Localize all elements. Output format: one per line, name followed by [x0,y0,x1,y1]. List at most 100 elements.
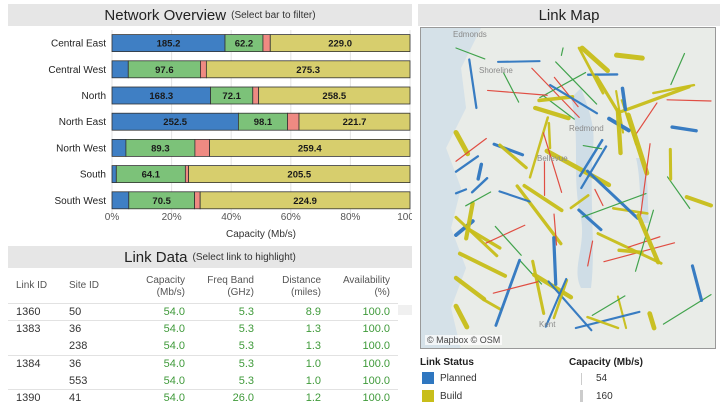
link-status-legend-title: Link Status [420,357,474,368]
table-scrollbar[interactable] [398,305,412,315]
capacity-legend-54: 54 [596,373,607,384]
x-tick-label: 60% [281,212,301,223]
x-tick-label: 100% [397,212,412,223]
col-distance-unit: (miles) [271,287,321,299]
network-overview-header: Network Overview (Select bar to filter) [8,4,412,26]
map-label-redmond: Redmond [569,124,604,133]
col-capacity[interactable]: Capacity (Mb/s) [133,275,185,299]
bar-segment[interactable] [112,61,128,78]
map-link[interactable] [554,238,556,285]
map-link[interactable] [618,110,621,153]
col-freq-band[interactable]: Freq Band (GHz) [198,275,254,299]
bar-value-label: 185.2 [157,39,181,50]
cell-availability: 100.0 [326,358,390,370]
capacity-legend-thick-line [580,390,583,402]
legend-planned-swatch[interactable] [422,372,434,384]
link-data-title: Link Data [124,249,187,266]
link-map[interactable]: Edmonds Shoreline Redmond Bellevue Kent … [420,27,716,349]
col-link-id[interactable]: Link ID [16,280,47,292]
cell-distance: 1.3 [271,323,321,335]
bar-segment[interactable] [288,113,300,130]
bar-value-label: 258.5 [322,91,346,102]
map-canvas[interactable] [421,28,716,349]
col-freq-label: Freq Band [198,275,254,287]
legend-planned-label[interactable]: Planned [440,373,477,384]
category-label[interactable]: South [80,170,106,181]
category-label[interactable]: North West [56,143,106,154]
legend-build-swatch[interactable] [422,390,434,402]
legend-build-label[interactable]: Build [440,391,462,402]
map-label-kent: Kent [539,320,555,329]
col-capacity-label: Capacity [133,275,185,287]
bar-value-label: 89.3 [151,143,170,154]
col-availability-label: Availability [326,275,390,287]
bar-value-label: 168.3 [149,91,173,102]
col-distance[interactable]: Distance (miles) [271,275,321,299]
category-label[interactable]: South West [54,196,106,207]
bar-segment[interactable] [112,166,116,183]
cell-capacity: 54.0 [133,392,185,404]
map-attribution[interactable]: © Mapbox © OSM [425,335,502,345]
cell-capacity: 54.0 [133,323,185,335]
bar-value-label: 64.1 [142,170,161,181]
cell-site-id: 553 [69,375,109,387]
cell-capacity: 54.0 [133,358,185,370]
col-site-id[interactable]: Site ID [69,280,99,292]
bar-segment[interactable] [263,35,270,52]
col-capacity-unit: (Mb/s) [133,287,185,299]
category-label[interactable]: Central East [51,39,106,50]
bar-value-label: 97.6 [155,65,174,76]
cell-site-id: 36 [69,323,109,335]
bar-segment[interactable] [195,139,210,156]
x-tick-label: 20% [162,212,182,223]
category-label[interactable]: Central West [48,65,106,76]
cell-link-id: 1384 [16,358,56,370]
cell-site-id: 238 [69,340,109,352]
bar-segment[interactable] [112,139,126,156]
link-data-subtitle: (Select link to highlight) [192,252,295,263]
bar-segment[interactable] [195,192,201,209]
cell-availability: 100.0 [326,306,390,318]
bar-value-label: 224.9 [293,196,317,207]
bar-segment[interactable] [253,87,259,104]
category-label[interactable]: North [82,91,106,102]
map-link[interactable] [619,250,642,252]
x-tick-label: 80% [340,212,360,223]
bar-value-label: 72.1 [222,91,241,102]
col-freq-unit: (GHz) [198,287,254,299]
col-availability[interactable]: Availability (%) [326,275,390,299]
cell-freq-band: 5.3 [198,375,254,387]
bar-value-label: 252.5 [163,117,187,128]
link-map-header: Link Map [418,4,720,26]
link-data-table: Link ID Site ID Capacity (Mb/s) Freq Ban… [8,271,412,406]
bar-value-label: 229.0 [328,39,352,50]
col-distance-label: Distance [271,275,321,287]
cell-availability: 100.0 [326,340,390,352]
link-map-title: Link Map [539,7,600,24]
cell-link-id: 1360 [16,306,56,318]
map-link[interactable] [498,61,540,62]
map-link[interactable] [617,55,643,58]
category-label[interactable]: North East [59,117,106,128]
bar-segment[interactable] [185,166,188,183]
cell-link-id: 1383 [16,323,56,335]
capacity-bar-chart[interactable]: 0%20%40%60%80%100%Capacity (Mb/s)Central… [8,26,412,244]
bar-segment[interactable] [112,192,129,209]
map-link[interactable] [549,123,550,148]
x-axis-label: Capacity (Mb/s) [226,229,296,240]
bar-segment[interactable] [200,61,206,78]
bar-value-label: 70.5 [152,196,171,207]
network-overview-subtitle: (Select bar to filter) [231,10,315,21]
bar-value-label: 205.5 [287,170,311,181]
bar-value-label: 221.7 [343,117,367,128]
capacity-legend-title: Capacity (Mb/s) [569,357,643,368]
cell-distance: 1.0 [271,375,321,387]
bar-value-label: 275.3 [296,65,320,76]
table-header: Link ID Site ID Capacity (Mb/s) Freq Ban… [8,271,412,303]
